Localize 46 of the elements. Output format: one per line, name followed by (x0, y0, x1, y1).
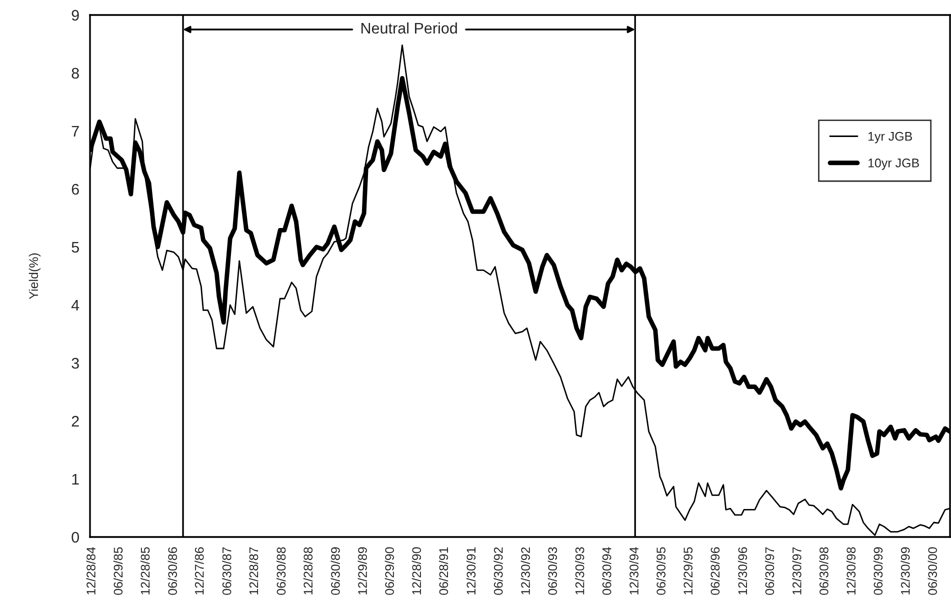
x-tick-label: 06/30/97 (764, 547, 774, 595)
x-tick-label: 12/28/90 (412, 547, 422, 594)
x-tick-label: 06/30/93 (548, 547, 558, 595)
x-tick-label: 06/28/96 (710, 547, 720, 595)
x-tick-label: 12/30/98 (846, 547, 856, 594)
x-tick-label: 06/30/98 (819, 547, 828, 595)
x-tick-label: 12/29/89 (358, 547, 367, 594)
y-tick-label: 5 (72, 242, 79, 253)
x-tick-label: 06/30/95 (656, 547, 666, 595)
x-tick-label: 06/28/91 (438, 547, 448, 595)
x-tick-label: 06/30/99 (873, 547, 883, 595)
y-tick-label: 6 (72, 184, 79, 195)
y-tick-label: 8 (72, 68, 79, 79)
x-tick-label: 12/28/85 (140, 547, 150, 594)
x-tick-label: 12/30/91 (466, 547, 476, 594)
x-tick-label: 12/28/88 (303, 547, 313, 594)
x-tick-label: 12/30/96 (738, 547, 748, 594)
x-tick-label: 12/30/97 (792, 547, 802, 594)
x-tick-label: 06/30/92 (494, 547, 503, 595)
y-tick-label: 2 (72, 416, 79, 427)
y-axis-title: Yield(%) (28, 253, 41, 300)
x-tick-label: 06/29/90 (384, 547, 394, 595)
y-tick-label: 3 (72, 358, 79, 369)
y-tick-label: 9 (72, 10, 79, 21)
y-tick-label: 7 (72, 126, 79, 137)
y-tick-label: 0 (72, 532, 79, 543)
x-tick-label: 06/30/00 (928, 547, 938, 595)
x-tick-label: 12/28/84 (86, 547, 96, 594)
legend-label: 1yr JGB (868, 132, 912, 144)
x-tick-label: 12/30/93 (575, 547, 584, 594)
x-tick-label: 12/30/94 (629, 547, 638, 594)
x-tick-label: 12/30/99 (900, 547, 910, 594)
x-tick-label: 12/28/87 (248, 547, 258, 594)
legend-label: 10yr JGB (868, 158, 919, 170)
y-tick-label: 1 (72, 474, 79, 485)
x-tick-label: 06/30/89 (330, 547, 340, 595)
x-tick-label: 12/30/92 (520, 547, 530, 594)
x-tick-label: 12/27/86 (194, 547, 204, 594)
x-tick-label: 06/30/87 (222, 547, 232, 595)
y-tick-label: 4 (71, 300, 80, 311)
x-tick-label: 12/29/95 (683, 547, 693, 594)
annotation: Neutral Period (361, 22, 457, 34)
x-tick-label: 06/29/85 (113, 547, 123, 595)
x-tick-label: 06/30/86 (168, 547, 178, 595)
x-tick-label: 06/30/94 (602, 547, 612, 595)
x-tick-label: 06/30/88 (276, 547, 286, 595)
